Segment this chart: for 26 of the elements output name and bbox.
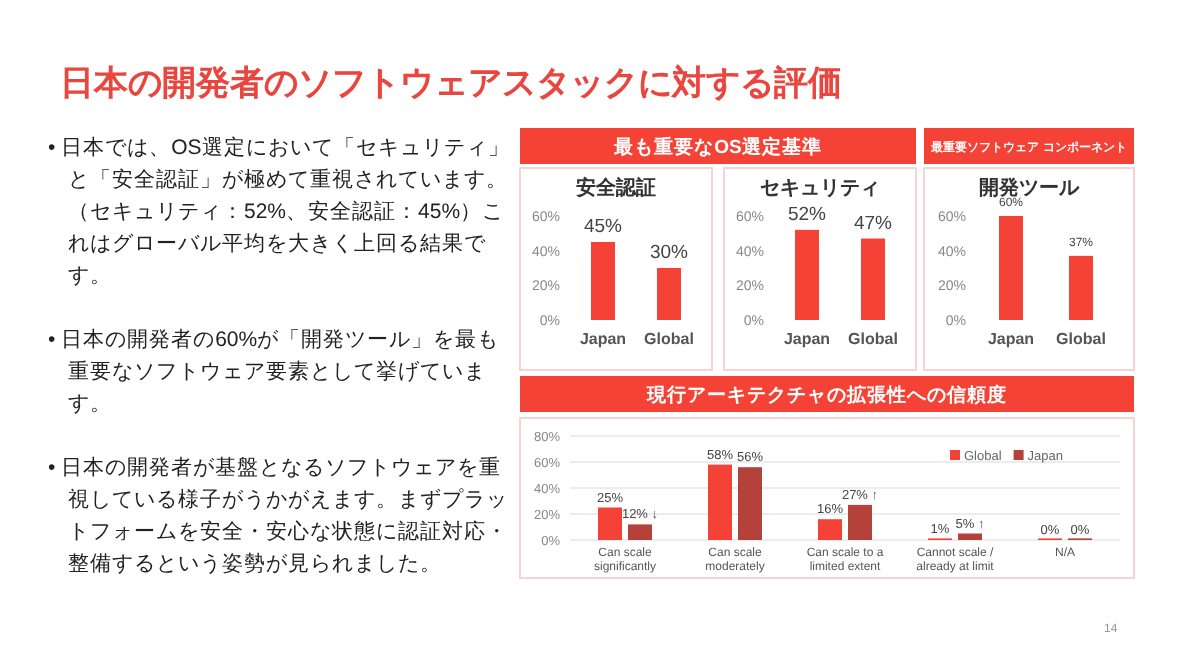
text: • 日本の開発者が基盤となるソフトウェアを重視している様子がうかがえます。まずプラットフォームを安全・安心な状態に認証対応・整備するという姿勢が見られました。 — [48, 454, 510, 580]
data-label: 52% — [787, 203, 828, 226]
bar — [628, 524, 652, 540]
bar — [708, 464, 732, 540]
text: 日本の開発者のソフトウェアスタックに対する評価 — [60, 62, 844, 106]
x-tick-label: Global — [1056, 330, 1106, 348]
chart-title: セキュリティ — [760, 178, 880, 200]
bar — [958, 533, 982, 540]
bar — [738, 467, 762, 540]
text: • 日本では、OS選定において「セキュリティ」と「安全認証」が極めて重視されています。（セキュリティ：52%、安全認証：45%）これはグローバル平均を大きく上回る結果です。 — [48, 134, 512, 292]
bar — [598, 507, 622, 540]
text: 最も重要なOS選定基準 — [612, 135, 822, 159]
x-tick-label: Global — [848, 330, 898, 348]
bar — [848, 504, 872, 540]
x-tick-label: Global — [644, 330, 694, 348]
data-label: 47% — [853, 212, 894, 235]
text: • 日本の開発者の60%が「開発ツール」を最も重要なソフトウェア要素として挙げています。 — [48, 326, 502, 420]
x-tick-label: Japan — [783, 330, 831, 348]
bar — [818, 519, 842, 540]
chart-title: 開発ツール — [979, 176, 1081, 200]
data-label: 45% — [583, 216, 624, 238]
data-label: 30% — [649, 242, 690, 264]
chart-title: 安全認証 — [576, 176, 656, 200]
x-tick-label: Japan — [987, 330, 1035, 348]
chart-title: 現行アーキテクチャの拡張性への信頼度 — [645, 383, 1007, 407]
x-tick-label: Japan — [579, 330, 627, 348]
